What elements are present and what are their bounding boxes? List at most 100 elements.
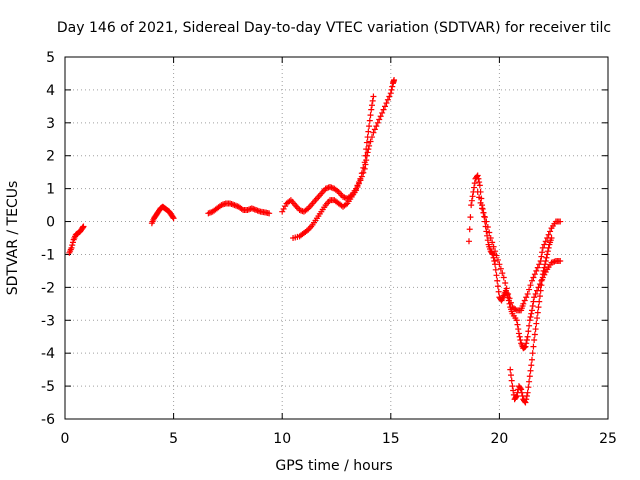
data-point (361, 165, 368, 172)
data-point (539, 244, 546, 251)
data-point (539, 276, 546, 283)
data-point (484, 224, 491, 231)
data-point (518, 389, 525, 396)
data-point (536, 261, 543, 268)
data-point (370, 93, 377, 100)
data-point (69, 239, 76, 246)
data-point (486, 229, 493, 236)
data-point (531, 337, 538, 344)
data-point (505, 290, 512, 297)
data-point (528, 362, 535, 369)
data-point (536, 293, 543, 300)
axis-ticks: 0 5 10 15 20 25 -6 -5 -4 -3 -2 -1 0 1 2 3 4 5 (41, 50, 617, 447)
data-point (534, 264, 541, 271)
data-point (358, 173, 365, 180)
data-point (489, 251, 496, 258)
data-point (513, 317, 520, 324)
data-point (368, 134, 375, 141)
data-point (533, 320, 540, 327)
y-tick-label: 5 (46, 50, 55, 66)
data-point (469, 193, 476, 200)
data-point (541, 264, 548, 271)
data-point (538, 282, 545, 289)
x-tick-label: 25 (599, 431, 617, 447)
data-point (494, 277, 501, 284)
data-point (474, 188, 481, 195)
data-point (477, 199, 484, 206)
data-point (374, 119, 381, 126)
data-point (534, 309, 541, 316)
y-tick-label: 4 (46, 83, 55, 99)
grid (65, 57, 608, 419)
data-point (539, 249, 546, 256)
data-point (543, 254, 550, 261)
data-point (548, 235, 555, 241)
data-point (476, 194, 483, 201)
data-point (476, 179, 483, 186)
data-point (529, 303, 536, 310)
data-point (471, 184, 478, 191)
data-point (380, 106, 387, 113)
data-point (484, 232, 491, 239)
data-point (495, 288, 502, 295)
data-point (364, 149, 371, 156)
data-point (376, 116, 383, 123)
data-point (476, 182, 483, 189)
data-point (525, 384, 532, 391)
data-point (544, 251, 551, 258)
data-point (528, 310, 535, 317)
data-point (557, 258, 564, 265)
data-point (526, 286, 533, 293)
data-point (535, 304, 542, 311)
data-point (524, 389, 531, 396)
data-point (68, 244, 75, 251)
data-point (539, 271, 546, 278)
data-point (517, 385, 524, 392)
data-point (386, 93, 393, 100)
data-point (363, 139, 370, 146)
data-point (537, 287, 544, 294)
data-point (170, 215, 177, 222)
data-point (475, 175, 482, 182)
y-tick-label: -1 (41, 247, 55, 263)
data-point (506, 300, 513, 307)
data-point (506, 295, 513, 302)
data-point (540, 267, 547, 274)
data-point (479, 205, 486, 212)
data-point (531, 271, 538, 278)
x-tick-label: 10 (273, 431, 291, 447)
data-point (526, 322, 533, 329)
data-point (384, 96, 391, 103)
data-point (468, 197, 475, 204)
data-point (513, 394, 520, 401)
data-point (493, 272, 500, 279)
data-point (388, 86, 395, 93)
data-point (367, 138, 374, 145)
data-point (502, 279, 509, 286)
data-point (523, 337, 530, 344)
data-point (367, 112, 374, 119)
data-point (487, 235, 494, 241)
data-point (365, 128, 372, 135)
data-point (545, 244, 552, 251)
data-point (373, 123, 380, 130)
y-axis-label: SDTVAR / TECUs (5, 181, 21, 296)
y-tick-label: 1 (46, 182, 55, 198)
data-point (521, 297, 528, 304)
data-point (544, 248, 551, 255)
data-point (503, 285, 510, 292)
data-point (532, 326, 539, 333)
data-point (508, 377, 515, 384)
data-point (500, 274, 507, 281)
data-point (379, 109, 386, 116)
data-point (542, 261, 549, 268)
y-tick-label: -2 (41, 280, 55, 296)
data-point (528, 307, 535, 314)
data-point (520, 300, 527, 307)
data-point (382, 103, 389, 110)
data-point (474, 172, 481, 179)
x-axis-label: GPS time / hours (275, 458, 392, 474)
data-point (538, 253, 545, 260)
data-point (530, 298, 537, 305)
data-point (523, 340, 530, 347)
